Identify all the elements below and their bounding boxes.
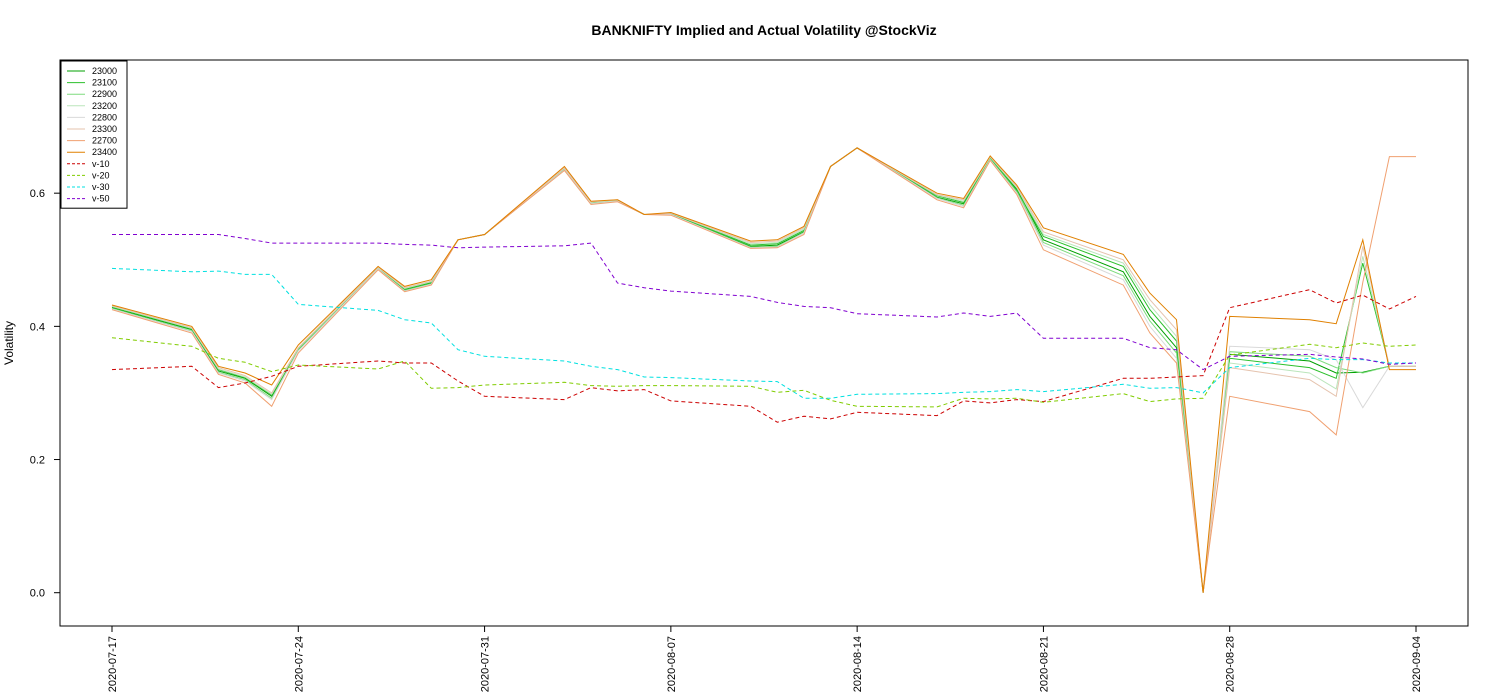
x-tick-label: 2020-07-17 [107,636,119,692]
x-tick-label: 2020-09-04 [1411,636,1423,692]
series-layer [111,147,1417,593]
y-axis: 0.0 0.2 0.4 0.6 [30,188,61,600]
chart-title: BANKNIFTY Implied and Actual Volatility … [591,22,936,38]
legend-label-23200: 23200 [92,101,117,111]
y-tick-label: 0.6 [30,188,45,200]
series-line-v-10 [111,289,1417,423]
x-axis: 2020-07-17 2020-07-24 2020-07-31 2020-08-07… [107,625,1423,692]
series-line-23300 [111,147,1416,593]
legend-label-v-30: v-30 [92,182,110,192]
legend-label-22900: 22900 [92,89,117,99]
series-line-23400 [111,147,1416,593]
y-tick-label: 0.0 [30,588,45,600]
series-line-v-20 [111,337,1417,408]
x-tick-label: 2020-08-21 [1038,636,1050,692]
x-tick-label: 2020-08-28 [1225,636,1237,692]
legend-label-23100: 23100 [92,78,117,88]
x-tick-label: 2020-07-31 [480,636,492,692]
x-tick-label: 2020-07-24 [293,636,305,692]
legend-label-22800: 22800 [92,112,117,122]
legend-box [60,60,128,209]
legend-label-v-20: v-20 [92,170,110,180]
y-tick-label: 0.4 [30,321,45,333]
legend-label-23300: 23300 [92,124,117,134]
legend-label-23000: 23000 [92,66,117,76]
x-tick-label: 2020-08-14 [852,636,864,692]
series-line-v-50 [112,234,1417,371]
plot-frame [59,59,1469,627]
legend-label-23400: 23400 [92,147,117,157]
series-line-22700 [111,147,1416,593]
legend-label-v-50: v-50 [92,194,110,204]
x-tick-label: 2020-08-07 [666,636,678,692]
legend-label-22700: 22700 [92,136,117,146]
y-axis-label: Volatility [2,321,16,365]
series-line-v-30 [111,267,1416,399]
legend-label-v-10: v-10 [92,159,110,169]
y-tick-label: 0.2 [30,455,45,467]
